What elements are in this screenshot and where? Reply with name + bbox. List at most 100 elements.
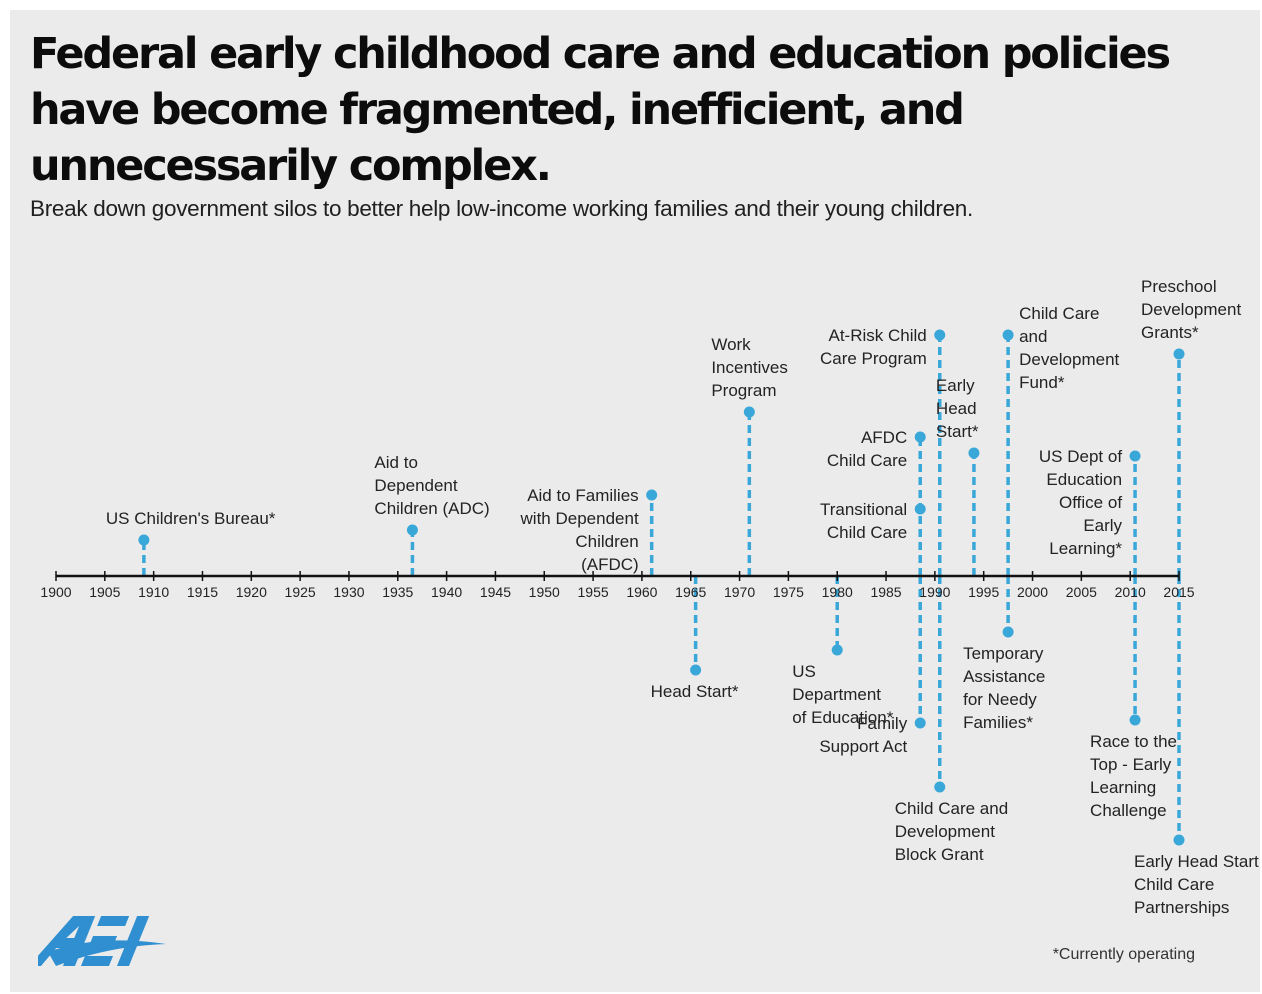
event-marker <box>743 406 755 418</box>
axis-tick-label: 2000 <box>1017 584 1048 600</box>
event-label: Education <box>1046 470 1122 489</box>
event-label: with Dependent <box>520 509 639 528</box>
axis-tick-labels: 1900 1905 1910 1915 1920 1925 1930 1935 1940 1945… <box>40 584 1194 600</box>
axis-tick-label: 1930 <box>333 584 364 600</box>
event-label: Head Start* <box>651 682 739 701</box>
event-labels: US Children's Bureau* Aid to Dependent Chil… <box>106 277 1262 917</box>
axis-tick-label: 1965 <box>675 584 706 600</box>
axis-tick-label: 1990 <box>919 584 950 600</box>
axis-tick-label: 2005 <box>1066 584 1097 600</box>
event-marker <box>1173 348 1185 360</box>
event-label: Fund* <box>1019 373 1065 392</box>
event-label: US Dept of <box>1039 447 1122 466</box>
event-label: Early <box>1083 516 1122 535</box>
event-label: Learning <box>1090 778 1156 797</box>
axis-tick-label: 1945 <box>480 584 511 600</box>
event-marker <box>1002 329 1014 341</box>
event-marker <box>968 447 980 459</box>
axis-tick-label: 1995 <box>968 584 999 600</box>
infographic-title: Federal early childhood care and educati… <box>30 29 1171 191</box>
event-label: Child Care <box>827 523 907 542</box>
axis-tick-label: 1960 <box>626 584 657 600</box>
event-label: US Children's Bureau* <box>106 509 276 528</box>
axis-tick-label: 1970 <box>724 584 755 600</box>
event-label: Start* <box>936 422 979 441</box>
event-label: Support Act <box>819 737 907 756</box>
event-label: AFDC <box>861 428 907 447</box>
axis-tick-label: 1955 <box>578 584 609 600</box>
event-marker <box>1173 834 1185 846</box>
infographic-background <box>10 10 1260 992</box>
axis-tick-label: 1900 <box>40 584 71 600</box>
event-label: Development <box>1019 350 1119 369</box>
event-marker <box>1002 626 1014 638</box>
event-label: Program <box>711 381 776 400</box>
event-label: Child Care <box>827 451 907 470</box>
event-label: Children (ADC) <box>374 499 489 518</box>
event-marker <box>934 781 946 793</box>
axis-tick-label: 1910 <box>138 584 169 600</box>
aei-logo <box>38 916 166 966</box>
event-label: Work <box>711 335 751 354</box>
axis-tick-label: 1980 <box>822 584 853 600</box>
event-label: Preschool <box>1141 277 1217 296</box>
event-markers <box>138 329 1185 846</box>
event-label: Early Head Start - <box>1134 852 1262 871</box>
event-label: Department <box>792 685 881 704</box>
event-label: Early <box>936 376 975 395</box>
event-label: Aid to Families <box>527 486 638 505</box>
event-label: Challenge <box>1090 801 1167 820</box>
event-label: for Needy <box>963 690 1037 709</box>
axis-tick-label: 1940 <box>431 584 462 600</box>
axis-tick-label: 1915 <box>187 584 218 600</box>
event-marker <box>831 644 843 656</box>
axis-tick-label: 1950 <box>529 584 560 600</box>
event-label: Office of <box>1059 493 1122 512</box>
axis-tick-label: 1985 <box>870 584 901 600</box>
event-label: Block Grant <box>895 845 984 864</box>
event-marker <box>934 329 946 341</box>
event-label: Head <box>936 399 977 418</box>
event-label: Learning* <box>1049 539 1122 558</box>
event-label: Care Program <box>820 349 927 368</box>
event-label: Family <box>857 714 908 733</box>
event-marker <box>914 503 926 515</box>
event-marker <box>1129 714 1141 726</box>
event-label: Transitional <box>820 500 907 519</box>
event-marker <box>646 489 658 501</box>
event-marker <box>914 717 926 729</box>
event-label: and <box>1019 327 1047 346</box>
axis-tick-label: 1925 <box>285 584 316 600</box>
event-label: Child Care <box>1134 875 1214 894</box>
event-label: Development <box>895 822 995 841</box>
event-label: Temporary <box>963 644 1044 663</box>
event-label: (AFDC) <box>581 555 639 574</box>
axis-ticks <box>55 571 1180 581</box>
event-label: Child Care and <box>895 799 1008 818</box>
event-label: Aid to <box>374 453 417 472</box>
event-label: US <box>792 662 816 681</box>
event-label: of Education* <box>792 708 894 727</box>
event-label: Race to the <box>1090 732 1177 751</box>
axis-tick-label: 1920 <box>236 584 267 600</box>
axis-tick-label: 2015 <box>1163 584 1194 600</box>
event-label: Child Care <box>1019 304 1099 323</box>
event-label: Incentives <box>711 358 788 377</box>
axis-tick-label: 1975 <box>773 584 804 600</box>
event-label: Top - Early <box>1090 755 1172 774</box>
event-label: Partnerships <box>1134 898 1229 917</box>
event-stems <box>142 335 1181 840</box>
event-marker <box>690 664 702 676</box>
event-label: Development <box>1141 300 1241 319</box>
event-marker <box>138 534 150 546</box>
event-marker <box>1129 450 1141 462</box>
axis-tick-label: 1905 <box>89 584 120 600</box>
event-label: Dependent <box>374 476 457 495</box>
axis-tick-label: 2010 <box>1115 584 1146 600</box>
infographic-subtitle: Break down government silos to better he… <box>30 196 973 221</box>
event-label: Children <box>575 532 638 551</box>
footnote: *Currently operating <box>1052 946 1195 963</box>
axis-tick-label: 1935 <box>382 584 413 600</box>
event-label: Grants* <box>1141 323 1199 342</box>
